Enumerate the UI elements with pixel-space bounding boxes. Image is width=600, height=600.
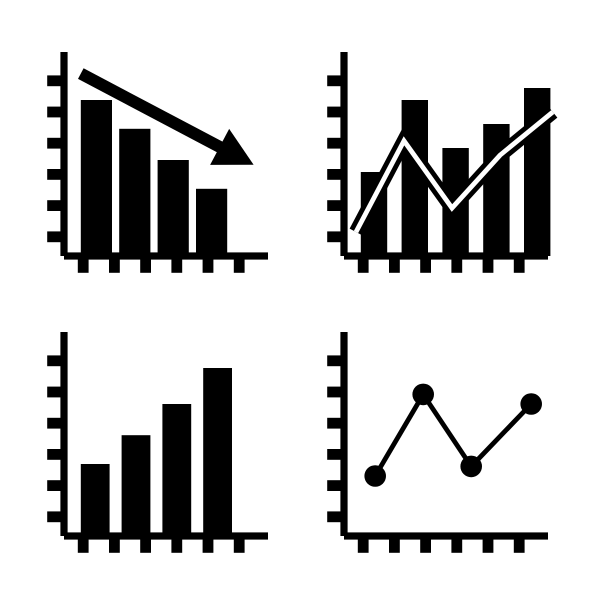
bar-line-combo-chart-icon [320, 40, 560, 280]
chart-icon-grid [0, 0, 600, 600]
ascending-bar-chart-icon [40, 320, 280, 560]
ascending-bar-svg [40, 320, 280, 560]
line-dot-svg [320, 320, 560, 560]
declining-bar-chart-icon [40, 40, 280, 280]
line-dot-chart-icon [320, 320, 560, 560]
bar-line-combo-svg [320, 40, 560, 280]
declining-bar-svg [40, 40, 280, 280]
